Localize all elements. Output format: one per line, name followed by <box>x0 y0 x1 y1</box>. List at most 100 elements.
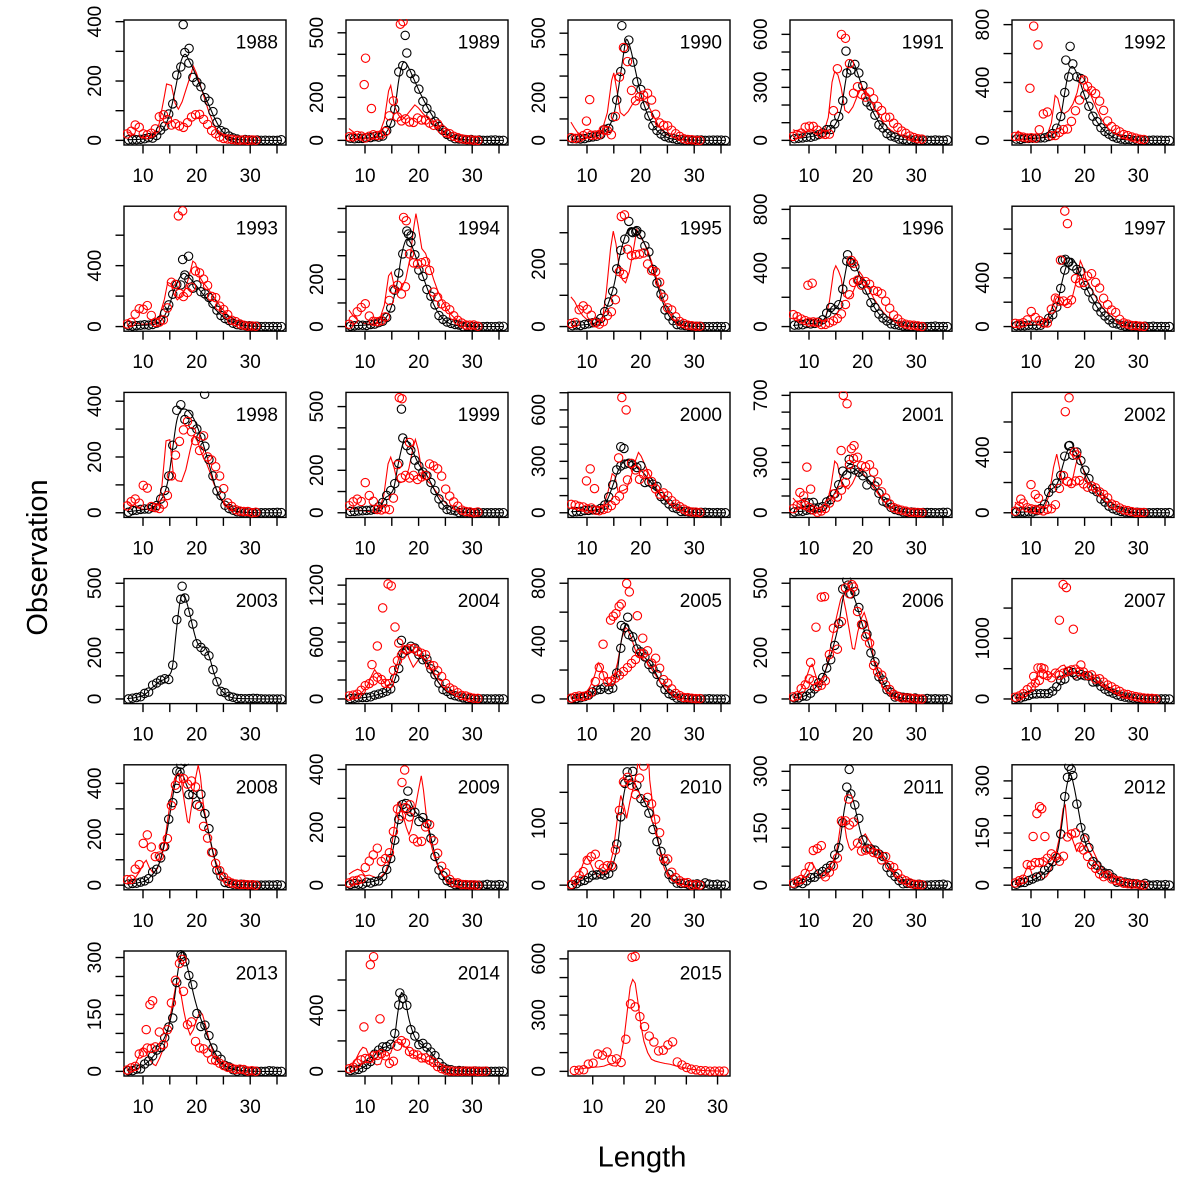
svg-text:600: 600 <box>751 18 772 50</box>
svg-text:10: 10 <box>132 166 153 187</box>
svg-text:1995: 1995 <box>680 219 722 240</box>
svg-text:10: 10 <box>798 538 819 559</box>
svg-text:150: 150 <box>85 999 106 1031</box>
svg-text:400: 400 <box>85 250 106 282</box>
svg-text:30: 30 <box>462 352 483 373</box>
svg-text:Length: Length <box>598 1142 687 1174</box>
svg-text:0: 0 <box>529 321 550 332</box>
svg-text:10: 10 <box>354 1097 375 1118</box>
svg-text:20: 20 <box>1074 911 1095 932</box>
svg-text:30: 30 <box>462 911 483 932</box>
svg-text:2013: 2013 <box>236 964 278 985</box>
svg-text:10: 10 <box>582 1097 603 1118</box>
svg-text:Observation: Observation <box>22 479 54 635</box>
svg-text:2003: 2003 <box>236 591 278 612</box>
svg-text:2008: 2008 <box>236 777 278 798</box>
svg-text:30: 30 <box>240 538 261 559</box>
svg-text:20: 20 <box>630 538 651 559</box>
svg-text:30: 30 <box>240 352 261 373</box>
svg-text:30: 30 <box>906 538 927 559</box>
svg-text:1996: 1996 <box>902 219 944 240</box>
svg-text:0: 0 <box>85 880 106 891</box>
svg-text:20: 20 <box>408 352 429 373</box>
svg-text:30: 30 <box>684 352 705 373</box>
svg-text:0: 0 <box>529 694 550 705</box>
svg-text:150: 150 <box>973 817 994 849</box>
svg-text:30: 30 <box>1128 352 1149 373</box>
svg-text:30: 30 <box>707 1097 728 1118</box>
svg-text:20: 20 <box>408 166 429 187</box>
svg-text:0: 0 <box>529 507 550 518</box>
svg-text:600: 600 <box>529 394 550 426</box>
svg-text:20: 20 <box>1074 352 1095 373</box>
svg-text:10: 10 <box>132 911 153 932</box>
svg-text:400: 400 <box>85 6 106 38</box>
svg-text:2009: 2009 <box>458 777 500 798</box>
svg-text:0: 0 <box>307 880 328 891</box>
svg-text:20: 20 <box>630 352 651 373</box>
svg-text:30: 30 <box>684 166 705 187</box>
svg-text:2010: 2010 <box>680 777 722 798</box>
svg-text:300: 300 <box>751 755 772 787</box>
svg-text:30: 30 <box>684 911 705 932</box>
svg-text:100: 100 <box>529 807 550 839</box>
svg-text:400: 400 <box>529 625 550 657</box>
svg-text:10: 10 <box>1020 166 1041 187</box>
svg-text:20: 20 <box>1074 166 1095 187</box>
svg-text:20: 20 <box>852 911 873 932</box>
svg-text:200: 200 <box>85 441 106 473</box>
svg-text:10: 10 <box>354 911 375 932</box>
svg-text:20: 20 <box>645 1097 666 1118</box>
svg-text:2007: 2007 <box>1124 591 1166 612</box>
svg-text:30: 30 <box>462 1097 483 1118</box>
svg-text:1988: 1988 <box>236 33 278 54</box>
svg-text:200: 200 <box>751 637 772 669</box>
svg-text:600: 600 <box>529 943 550 975</box>
svg-text:1993: 1993 <box>236 219 278 240</box>
svg-text:10: 10 <box>576 538 597 559</box>
svg-text:400: 400 <box>85 385 106 417</box>
svg-text:400: 400 <box>307 995 328 1027</box>
svg-text:10: 10 <box>354 538 375 559</box>
svg-text:2011: 2011 <box>903 777 944 798</box>
svg-text:200: 200 <box>85 637 106 669</box>
svg-text:20: 20 <box>630 166 651 187</box>
svg-text:0: 0 <box>85 507 106 518</box>
svg-text:800: 800 <box>529 567 550 599</box>
svg-text:200: 200 <box>85 818 106 850</box>
svg-text:30: 30 <box>1128 725 1149 746</box>
svg-text:10: 10 <box>576 725 597 746</box>
svg-text:400: 400 <box>973 262 994 294</box>
svg-text:20: 20 <box>630 725 651 746</box>
svg-text:0: 0 <box>85 1066 106 1077</box>
svg-text:700: 700 <box>751 379 772 411</box>
svg-text:30: 30 <box>906 911 927 932</box>
svg-text:10: 10 <box>576 352 597 373</box>
svg-text:30: 30 <box>1128 538 1149 559</box>
svg-text:30: 30 <box>906 166 927 187</box>
svg-text:2006: 2006 <box>902 591 944 612</box>
svg-text:0: 0 <box>85 694 106 705</box>
svg-text:200: 200 <box>307 811 328 843</box>
svg-text:20: 20 <box>408 538 429 559</box>
svg-text:10: 10 <box>132 538 153 559</box>
svg-text:20: 20 <box>408 911 429 932</box>
svg-text:600: 600 <box>307 626 328 658</box>
svg-text:200: 200 <box>307 81 328 113</box>
svg-text:20: 20 <box>186 911 207 932</box>
svg-text:20: 20 <box>852 166 873 187</box>
svg-text:300: 300 <box>751 72 772 104</box>
svg-text:0: 0 <box>529 135 550 146</box>
svg-text:20: 20 <box>408 725 429 746</box>
svg-text:500: 500 <box>307 391 328 423</box>
svg-text:20: 20 <box>186 352 207 373</box>
svg-text:0: 0 <box>307 135 328 146</box>
svg-text:1991: 1991 <box>902 33 944 54</box>
svg-text:300: 300 <box>529 999 550 1031</box>
svg-text:10: 10 <box>1020 911 1041 932</box>
svg-text:20: 20 <box>852 538 873 559</box>
svg-text:0: 0 <box>973 135 994 146</box>
svg-text:0: 0 <box>751 507 772 518</box>
svg-text:10: 10 <box>576 911 597 932</box>
svg-text:10: 10 <box>798 352 819 373</box>
